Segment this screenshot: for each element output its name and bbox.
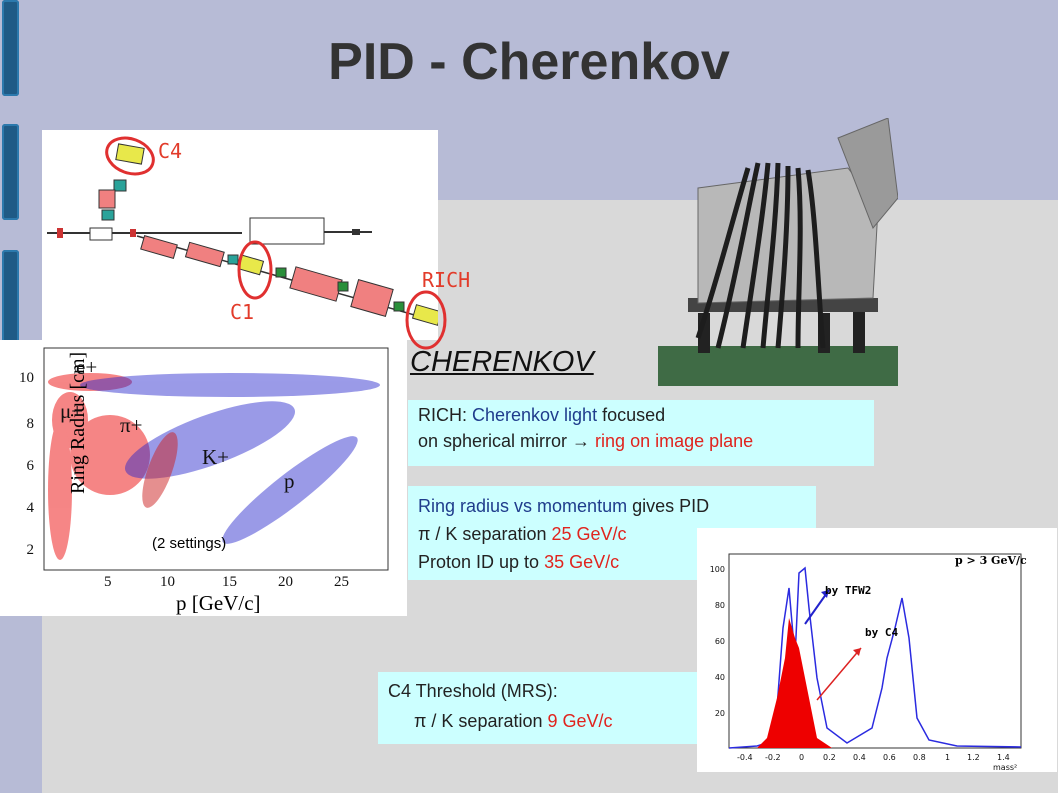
xtick: 1.2 bbox=[967, 753, 980, 762]
ytick: 60 bbox=[715, 637, 725, 646]
xtick: 15 bbox=[222, 574, 237, 590]
c4-text: C4 Threshold (MRS): bbox=[388, 681, 558, 701]
xtick: 0 bbox=[799, 753, 804, 762]
ytick: 4 bbox=[27, 500, 35, 516]
pid-text-blue: Ring radius vs momentum bbox=[418, 496, 628, 516]
xtick: 0.8 bbox=[913, 753, 926, 762]
rich-text: RICH: bbox=[418, 405, 472, 425]
cherenkov-heading: CHERENKOV bbox=[410, 346, 594, 378]
ytick: 6 bbox=[27, 458, 35, 474]
left-tab-2 bbox=[2, 124, 19, 220]
beam-element bbox=[130, 229, 136, 237]
c4-circle bbox=[105, 136, 155, 176]
ytick: 8 bbox=[27, 416, 35, 432]
ytick: 40 bbox=[715, 673, 725, 682]
xtick: 0.4 bbox=[853, 753, 866, 762]
label-c4: C4 bbox=[158, 139, 183, 163]
c1-circle bbox=[237, 240, 273, 300]
magnet-block bbox=[289, 266, 343, 302]
rich-text: focused bbox=[597, 405, 666, 425]
ytick: 2 bbox=[27, 542, 35, 558]
xtick: 10 bbox=[160, 574, 175, 590]
rich-circle bbox=[405, 290, 447, 350]
left-tab-1 bbox=[2, 0, 19, 96]
particle-label: e+ bbox=[76, 355, 97, 379]
ring-xlabel: p [GeV/c] bbox=[176, 591, 261, 615]
magnet-small bbox=[113, 179, 127, 192]
tfw2-histogram bbox=[728, 566, 1022, 749]
label-rich: RICH bbox=[422, 268, 471, 292]
particle-label: K+ bbox=[202, 445, 229, 469]
ytick: 20 bbox=[715, 709, 725, 718]
xtick: 0.6 bbox=[883, 753, 896, 762]
beam-element bbox=[89, 227, 113, 241]
pid-text: Proton ID up to bbox=[418, 552, 545, 572]
beam-element bbox=[57, 228, 63, 238]
rich-text-red: ring on image plane bbox=[590, 431, 754, 451]
particle-label: π+ bbox=[120, 413, 142, 437]
c4-text-red: 9 GeV/c bbox=[547, 711, 613, 731]
pid-text: π / K separation bbox=[418, 524, 552, 544]
ring-radius-plot: Ring Radius [cm] 10 8 6 4 2 5 10 15 20 2… bbox=[0, 340, 407, 616]
pid-text: gives PID bbox=[627, 496, 710, 516]
xtick: -0.2 bbox=[765, 753, 781, 762]
magnet-small bbox=[101, 209, 115, 221]
xtick: 25 bbox=[334, 574, 349, 590]
xtick: 1 bbox=[945, 753, 950, 762]
ytick: 10 bbox=[19, 370, 34, 386]
beamline-diagram bbox=[42, 130, 443, 340]
xtick: 1.4 bbox=[997, 753, 1010, 762]
magnet-block bbox=[140, 234, 178, 260]
c4-detector bbox=[115, 143, 145, 165]
magnet-small bbox=[227, 254, 239, 265]
ring-ylabel: Ring Radius [cm] bbox=[67, 352, 89, 494]
mass-title: p > 3 GeV/c bbox=[955, 554, 1027, 567]
rich-text: on spherical mirror bbox=[418, 431, 573, 451]
rich-text-blue: Cherenkov light bbox=[472, 405, 598, 425]
mass-squared-histogram: p > 3 GeV/c by TFW2 by C4 100 80 60 40 2… bbox=[697, 528, 1057, 772]
xtick: 0.2 bbox=[823, 753, 836, 762]
arrow-icon: → bbox=[572, 431, 591, 451]
rich-detector-photo bbox=[658, 117, 899, 386]
magnet-block bbox=[184, 241, 225, 268]
label-c1: C1 bbox=[230, 300, 255, 324]
xtick: 5 bbox=[104, 574, 112, 590]
tfw2-label: by TFW2 bbox=[825, 584, 871, 597]
xtick: 20 bbox=[278, 574, 293, 590]
magnet-block bbox=[350, 278, 394, 318]
particle-label: p bbox=[284, 469, 295, 493]
c4-text: π / K separation bbox=[414, 711, 548, 731]
spectrometer-body bbox=[249, 217, 325, 245]
c4-box: C4 Threshold (MRS): π / K separation 9 G… bbox=[378, 672, 708, 744]
particle-label: μ+ bbox=[60, 399, 83, 423]
ytick: 100 bbox=[710, 565, 725, 574]
c1-detector bbox=[237, 254, 265, 276]
pid-text-red: 25 GeV/c bbox=[551, 524, 627, 544]
left-tab-3 bbox=[2, 250, 19, 346]
magnet-block bbox=[98, 189, 116, 209]
slide-title: PID - Cherenkov bbox=[328, 33, 730, 91]
ytick: 80 bbox=[715, 601, 725, 610]
c4-histogram bbox=[757, 618, 832, 748]
mass-xlabel: mass² bbox=[993, 763, 1017, 772]
c4-label: by C4 bbox=[865, 626, 898, 639]
rich-description-box: RICH: Cherenkov light focused on spheric… bbox=[408, 400, 874, 466]
xtick: -0.4 bbox=[737, 753, 753, 762]
settings-note: (2 settings) bbox=[152, 535, 226, 552]
pid-text-red: 35 GeV/c bbox=[544, 552, 620, 572]
